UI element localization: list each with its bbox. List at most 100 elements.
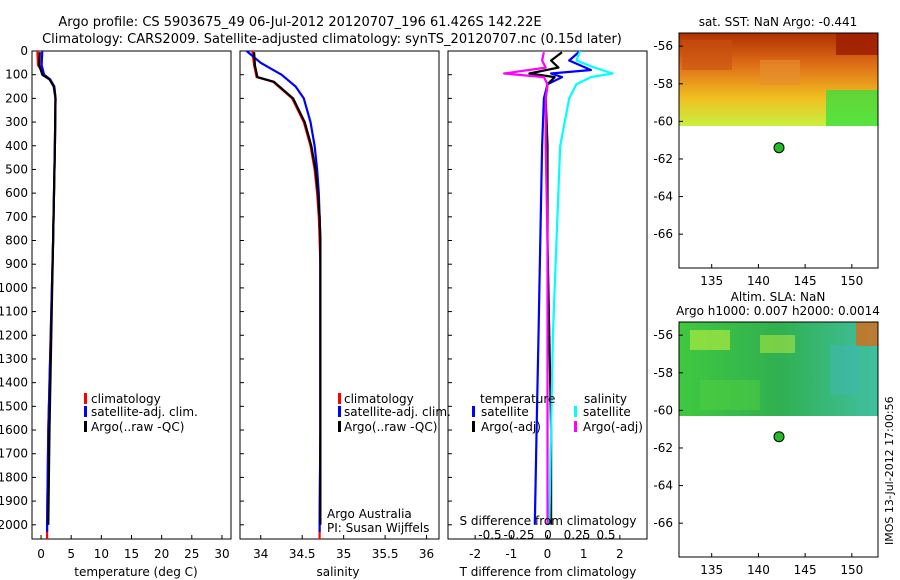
sst-patch-right: [826, 90, 878, 126]
map-x-tick-label: 140: [747, 563, 770, 577]
depth-tick-label: 300: [5, 115, 28, 129]
series-satellite-adj-clim-: [245, 50, 322, 532]
map-x-tick-label: 135: [700, 274, 723, 288]
sla-map-subtitle: Argo h1000: 0.007 h2000: 0.0014: [676, 304, 880, 318]
x-tick-label: 35.5: [372, 547, 399, 561]
sla-map-frame: [678, 321, 879, 558]
difference-legend: temperature salinity satellite Argo(-adj…: [472, 392, 643, 434]
depth-tick-label: 400: [5, 139, 28, 153]
temp-legend-climatology: climatology: [91, 392, 161, 406]
sla-argo-location-marker: [773, 431, 785, 443]
depth-tick-label: 1900: [0, 494, 28, 508]
sst-patch-mid: [760, 60, 800, 85]
diff-legend-swatch-s-satellite: [574, 406, 577, 417]
map-x-tick-label: 135: [700, 563, 723, 577]
map-y-tick-label: -64: [653, 190, 673, 204]
salinity-panel-frame: [239, 50, 440, 540]
x-tick-label: 15: [124, 547, 139, 561]
temp-legend-swatch-argo: [84, 421, 87, 432]
sla-map-heatmap: [679, 322, 878, 416]
sst-hotspot-top-right: [836, 33, 878, 55]
x-tick-label: 35: [336, 547, 351, 561]
depth-tick-label: 900: [5, 257, 28, 271]
sal-legend-swatch-argo: [338, 421, 341, 432]
series-argo-raw-qc-: [253, 52, 322, 525]
diff-legend-s-satellite: satellite: [583, 405, 631, 419]
map-y-tick-label: -66: [653, 227, 673, 241]
map-y-tick-label: -62: [653, 152, 673, 166]
temp-legend-swatch-climatology: [84, 393, 87, 404]
salinity-annotation-pi: PI: Susan Wijffels: [327, 521, 429, 535]
difference-x-ticks: -2 -1 0 1 2: [469, 535, 624, 561]
temp-legend-argo: Argo(..raw -QC): [91, 420, 184, 434]
sal-legend-satellite: satellite-adj. clim.: [344, 405, 451, 419]
temperature-legend: climatology satellite-adj. clim. Argo(..…: [84, 392, 198, 434]
s-tick-label: -0.25: [503, 528, 534, 542]
temp-legend-swatch-satellite: [84, 406, 87, 417]
map-y-tick-label: -66: [653, 516, 673, 530]
depth-axis: 0 100 200 300 400 500 600 700 800 900 1000 1100 1200…: [0, 44, 452, 532]
map-x-tick-label: 150: [840, 563, 863, 577]
x-tick-label: -1: [505, 547, 517, 561]
map-y-tick-label: -62: [653, 441, 673, 455]
s-tick-label: 0.5: [596, 528, 615, 542]
difference-lines: [503, 50, 614, 525]
depth-tick-label: 1800: [0, 470, 28, 484]
sla-map-axes: 135 140 145 150 -56 -58 -60 -62 -64 -66: [653, 328, 863, 577]
x-tick-label: 34: [253, 547, 268, 561]
x-tick-label: 25: [184, 547, 199, 561]
diff-legend-swatch-t-argo: [472, 421, 475, 432]
sst-map-title: sat. SST: NaN Argo: -0.441: [699, 15, 858, 29]
map-x-tick-label: 140: [747, 274, 770, 288]
depth-tick-label: 1700: [0, 447, 28, 461]
diff-legend-swatch-s-argo: [574, 421, 577, 432]
x-tick-label: -2: [469, 547, 481, 561]
s-tick-label: 0.25: [564, 528, 591, 542]
depth-tick-label: 1600: [0, 423, 28, 437]
x-tick-label: 2: [616, 547, 624, 561]
diff-legend-header-salinity: salinity: [584, 392, 627, 406]
depth-tick-label: 0: [20, 44, 28, 58]
difference-top-label: S difference from climatology: [460, 514, 637, 528]
figure-title-line1: Argo profile: CS 5903675_49 06-Jul-2012 …: [58, 15, 541, 30]
temperature-lines: [36, 50, 57, 539]
salinity-lines: [245, 50, 322, 539]
depth-tick-label: 800: [5, 234, 28, 248]
depth-tick-label: 1200: [0, 328, 28, 342]
depth-tick-label: 200: [5, 91, 28, 105]
depth-tick-label: 1300: [0, 352, 28, 366]
salinity-annotation-institution: Argo Australia: [327, 507, 412, 521]
sst-argo-location-marker: [773, 142, 785, 154]
depth-tick-label: 1500: [0, 399, 28, 413]
salinity-x-ticks: 34 34.5 35 35.5 36: [253, 535, 434, 561]
salinity-legend: climatology satellite-adj. clim. Argo(..…: [338, 392, 451, 434]
sal-legend-argo: Argo(..raw -QC): [344, 420, 437, 434]
sal-legend-swatch-climatology: [338, 393, 341, 404]
diff-legend-s-argo: Argo(-adj): [583, 420, 643, 434]
sla-map-title: Altim. SLA: NaN: [731, 290, 826, 304]
sst-patch-left: [682, 40, 732, 70]
diff-legend-t-satellite: satellite: [481, 405, 529, 419]
sal-legend-climatology: climatology: [344, 392, 414, 406]
x-tick-label: 0: [37, 547, 45, 561]
map-y-tick-label: -58: [653, 77, 673, 91]
diff-legend-header-temperature: temperature: [480, 392, 555, 406]
x-tick-label: 0: [544, 547, 552, 561]
map-x-tick-label: 145: [794, 274, 817, 288]
s-tick-label: -0.5: [478, 528, 501, 542]
sst-map-axes: 135 140 145 150 -56 -58 -60 -62 -64 -66: [653, 39, 863, 288]
depth-tick-label: 600: [5, 186, 28, 200]
map-y-tick-label: -58: [653, 366, 673, 380]
difference-xlabel: T difference from climatology: [459, 565, 637, 579]
temp-legend-satellite: satellite-adj. clim.: [91, 405, 198, 419]
map-y-tick-label: -56: [653, 39, 673, 53]
sla-patch-yellow-left: [690, 330, 730, 350]
map-x-tick-label: 150: [840, 274, 863, 288]
temperature-xlabel: temperature (deg C): [74, 565, 197, 579]
diff-legend-t-argo: Argo(-adj): [481, 420, 541, 434]
depth-tick-label: 500: [5, 162, 28, 176]
sla-patch-yellow-mid: [760, 335, 795, 353]
series-t-satellite: [533, 50, 593, 525]
salinity-xlabel: salinity: [316, 565, 359, 579]
